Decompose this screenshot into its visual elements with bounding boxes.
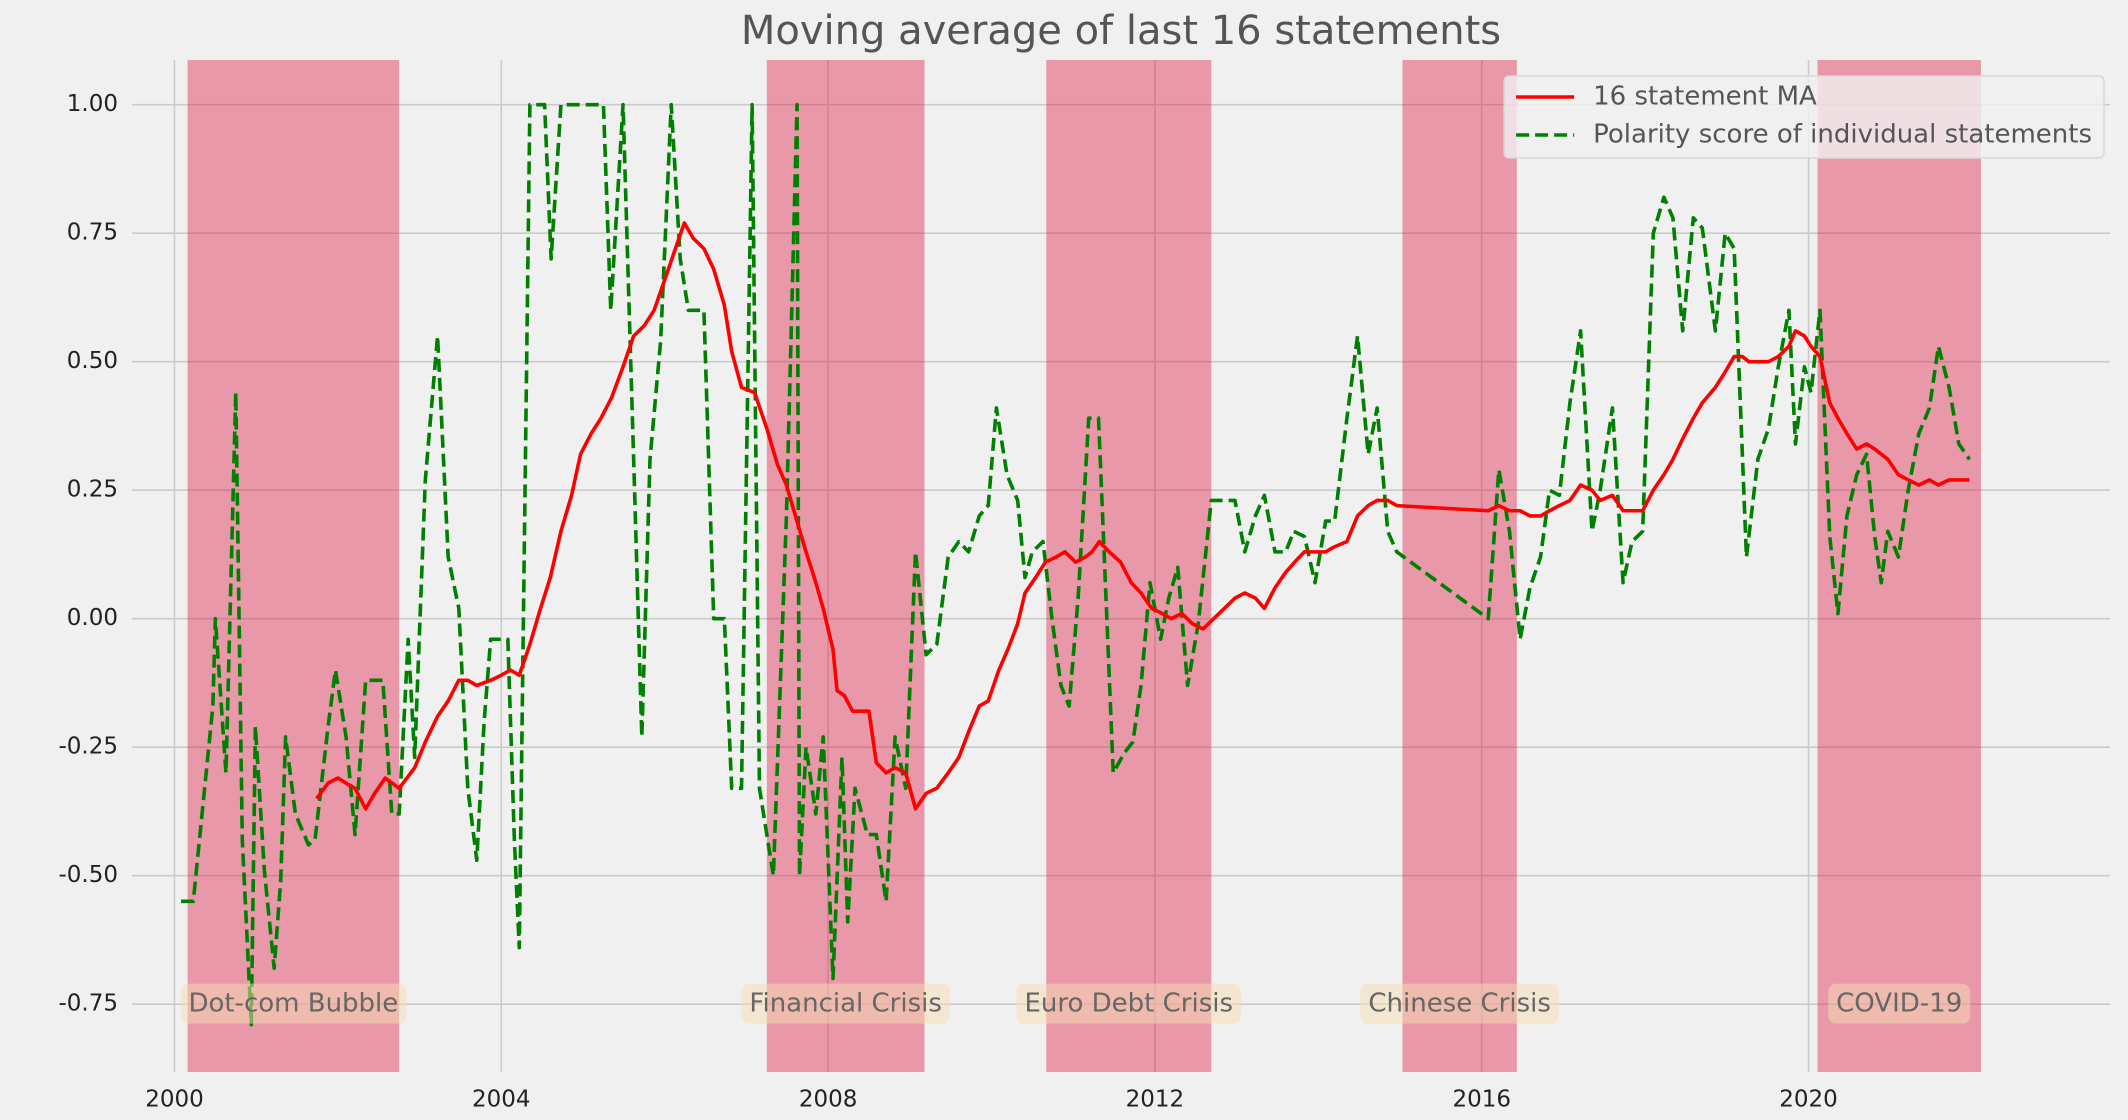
y-tick-label: 0.00 <box>67 605 118 631</box>
span-label: Euro Debt Crisis <box>1024 989 1233 1019</box>
legend: 16 statement MA Polarity score of individ… <box>1503 75 2105 159</box>
legend-label: Polarity score of individual statements <box>1593 120 2092 150</box>
span-label-box <box>180 983 407 1024</box>
span-label: Dot-com Bubble <box>188 989 398 1019</box>
x-tick-label: 2016 <box>1452 1087 1511 1113</box>
series-line <box>181 102 1971 1027</box>
span-label-group: COVID-19 <box>1828 983 1971 1024</box>
y-tick-label: -0.50 <box>58 862 118 888</box>
span-label-group: Euro Debt Crisis <box>1016 983 1242 1024</box>
y-tick-label: 0.50 <box>67 348 118 374</box>
span-label: Financial Crisis <box>749 989 942 1019</box>
crisis-span <box>187 60 400 1072</box>
span-label: Chinese Crisis <box>1368 989 1551 1019</box>
crisis-span <box>1402 60 1517 1072</box>
y-tick-label: 0.25 <box>67 477 118 503</box>
series-line <box>315 221 1970 811</box>
y-tick-label: -0.75 <box>58 991 118 1017</box>
y-tick-label: -0.25 <box>58 734 118 760</box>
span-label-group: Financial Crisis <box>741 983 950 1024</box>
crisis-span <box>1817 60 1981 1072</box>
span-label-box <box>741 983 950 1024</box>
span-label-box <box>1016 983 1242 1024</box>
span-label: COVID-19 <box>1836 989 1962 1019</box>
span-label-group: Dot-com Bubble <box>180 983 407 1024</box>
x-tick-label: 2004 <box>472 1087 531 1113</box>
crisis-span <box>766 60 925 1072</box>
x-tick-label: 2000 <box>145 1087 204 1113</box>
x-tick-label: 2012 <box>1126 1087 1185 1113</box>
y-tick-label: 0.75 <box>67 220 118 246</box>
crisis-span <box>1046 60 1212 1072</box>
span-label-group: Chinese Crisis <box>1360 983 1559 1024</box>
legend-box <box>1503 75 2105 159</box>
chart-title: Moving average of last 16 statements <box>741 8 1501 54</box>
span-label-box <box>1360 983 1559 1024</box>
x-tick-label: 2020 <box>1779 1087 1838 1113</box>
span-label-box <box>1828 983 1971 1024</box>
y-tick-label: 1.00 <box>67 91 118 117</box>
legend-label: 16 statement MA <box>1593 82 1817 112</box>
x-tick-label: 2008 <box>799 1087 858 1113</box>
